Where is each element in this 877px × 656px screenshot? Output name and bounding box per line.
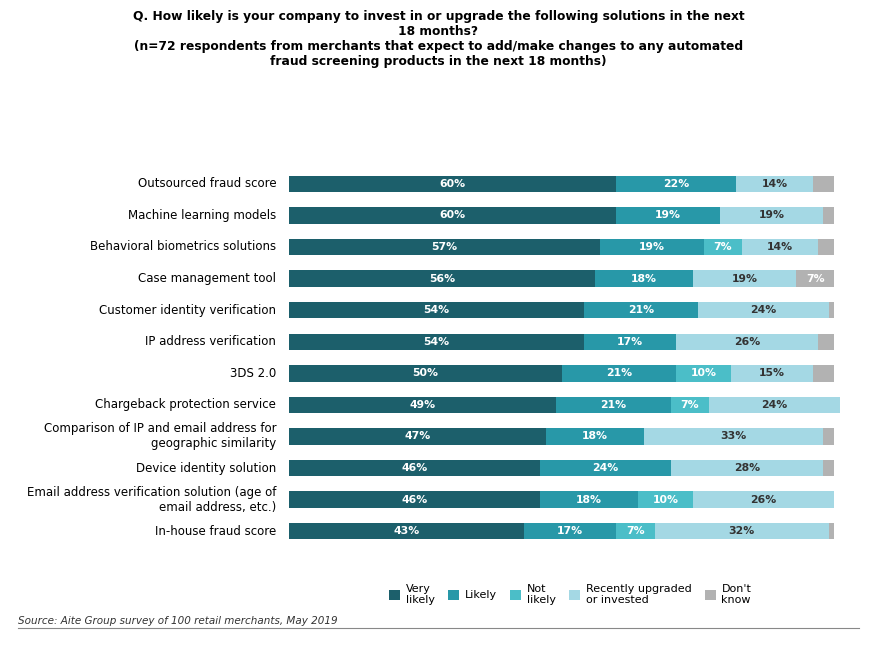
Text: 54%: 54% bbox=[424, 337, 450, 347]
Bar bbox=[818, 333, 834, 350]
Text: 14%: 14% bbox=[766, 242, 793, 252]
Bar bbox=[600, 239, 703, 255]
Bar bbox=[556, 397, 671, 413]
Text: 19%: 19% bbox=[655, 211, 681, 220]
Bar bbox=[796, 270, 834, 287]
Text: 54%: 54% bbox=[424, 305, 450, 315]
Text: 60%: 60% bbox=[440, 179, 466, 189]
Bar bbox=[703, 239, 742, 255]
Text: 60%: 60% bbox=[440, 211, 466, 220]
Legend: Very
likely, Likely, Not
likely, Recently upgraded
or invested, Don't
know: Very likely, Likely, Not likely, Recentl… bbox=[384, 579, 756, 609]
Bar bbox=[289, 365, 562, 382]
Text: 57%: 57% bbox=[431, 242, 458, 252]
Text: 32%: 32% bbox=[729, 526, 755, 536]
Text: 18%: 18% bbox=[631, 274, 657, 283]
Text: 46%: 46% bbox=[402, 463, 428, 473]
Bar bbox=[813, 365, 834, 382]
Bar bbox=[709, 397, 840, 413]
Bar bbox=[289, 333, 584, 350]
Text: 7%: 7% bbox=[713, 242, 732, 252]
Text: 17%: 17% bbox=[617, 337, 643, 347]
Text: 43%: 43% bbox=[394, 526, 420, 536]
Bar bbox=[584, 333, 676, 350]
Text: 22%: 22% bbox=[663, 179, 689, 189]
Bar bbox=[693, 491, 834, 508]
Bar bbox=[693, 270, 796, 287]
Bar bbox=[818, 239, 834, 255]
Bar bbox=[289, 397, 556, 413]
Bar bbox=[617, 523, 654, 539]
Bar bbox=[289, 302, 584, 318]
Text: 17%: 17% bbox=[557, 526, 583, 536]
Bar bbox=[289, 491, 540, 508]
Bar bbox=[289, 460, 540, 476]
Bar bbox=[638, 491, 693, 508]
Bar bbox=[813, 176, 834, 192]
Bar bbox=[584, 302, 698, 318]
Bar bbox=[617, 207, 720, 224]
Bar bbox=[731, 365, 813, 382]
Text: 49%: 49% bbox=[410, 400, 436, 410]
Text: 21%: 21% bbox=[601, 400, 627, 410]
Bar bbox=[676, 365, 731, 382]
Bar bbox=[824, 428, 834, 445]
Text: 10%: 10% bbox=[690, 368, 717, 379]
Bar bbox=[289, 428, 545, 445]
Bar bbox=[289, 270, 595, 287]
Text: 50%: 50% bbox=[413, 368, 438, 379]
Text: 19%: 19% bbox=[731, 274, 758, 283]
Text: 24%: 24% bbox=[751, 305, 777, 315]
Bar bbox=[698, 302, 829, 318]
Text: 47%: 47% bbox=[404, 432, 431, 441]
Text: 56%: 56% bbox=[429, 274, 455, 283]
Text: 14%: 14% bbox=[761, 179, 788, 189]
Bar bbox=[824, 460, 834, 476]
Text: 28%: 28% bbox=[734, 463, 760, 473]
Bar bbox=[289, 523, 524, 539]
Bar bbox=[540, 491, 638, 508]
Text: Q. How likely is your company to invest in or upgrade the following solutions in: Q. How likely is your company to invest … bbox=[132, 10, 745, 68]
Text: 18%: 18% bbox=[576, 495, 602, 504]
Bar bbox=[617, 176, 737, 192]
Bar bbox=[644, 428, 824, 445]
Bar bbox=[829, 302, 834, 318]
Text: 33%: 33% bbox=[720, 432, 746, 441]
Bar bbox=[671, 460, 824, 476]
Text: 26%: 26% bbox=[734, 337, 760, 347]
Text: 15%: 15% bbox=[759, 368, 785, 379]
Bar bbox=[562, 365, 676, 382]
Bar bbox=[289, 207, 617, 224]
Bar bbox=[737, 176, 813, 192]
Bar bbox=[289, 176, 617, 192]
Bar bbox=[595, 270, 693, 287]
Text: 24%: 24% bbox=[592, 463, 618, 473]
Bar bbox=[545, 428, 644, 445]
Text: 7%: 7% bbox=[681, 400, 699, 410]
Text: 21%: 21% bbox=[628, 305, 654, 315]
Text: 26%: 26% bbox=[751, 495, 777, 504]
Bar bbox=[540, 460, 671, 476]
Text: 19%: 19% bbox=[759, 211, 785, 220]
Text: 46%: 46% bbox=[402, 495, 428, 504]
Text: 7%: 7% bbox=[626, 526, 645, 536]
Bar bbox=[720, 207, 824, 224]
Bar bbox=[654, 523, 829, 539]
Bar bbox=[671, 397, 709, 413]
Text: 21%: 21% bbox=[606, 368, 632, 379]
Text: 24%: 24% bbox=[761, 400, 788, 410]
Bar bbox=[524, 523, 617, 539]
Text: 10%: 10% bbox=[652, 495, 679, 504]
Bar bbox=[289, 239, 600, 255]
Bar bbox=[824, 207, 834, 224]
Text: 7%: 7% bbox=[806, 274, 824, 283]
Text: 18%: 18% bbox=[581, 432, 608, 441]
Bar bbox=[829, 523, 834, 539]
Text: Source: Aite Group survey of 100 retail merchants, May 2019: Source: Aite Group survey of 100 retail … bbox=[18, 617, 337, 626]
Text: 19%: 19% bbox=[638, 242, 665, 252]
Bar bbox=[676, 333, 818, 350]
Bar bbox=[742, 239, 818, 255]
